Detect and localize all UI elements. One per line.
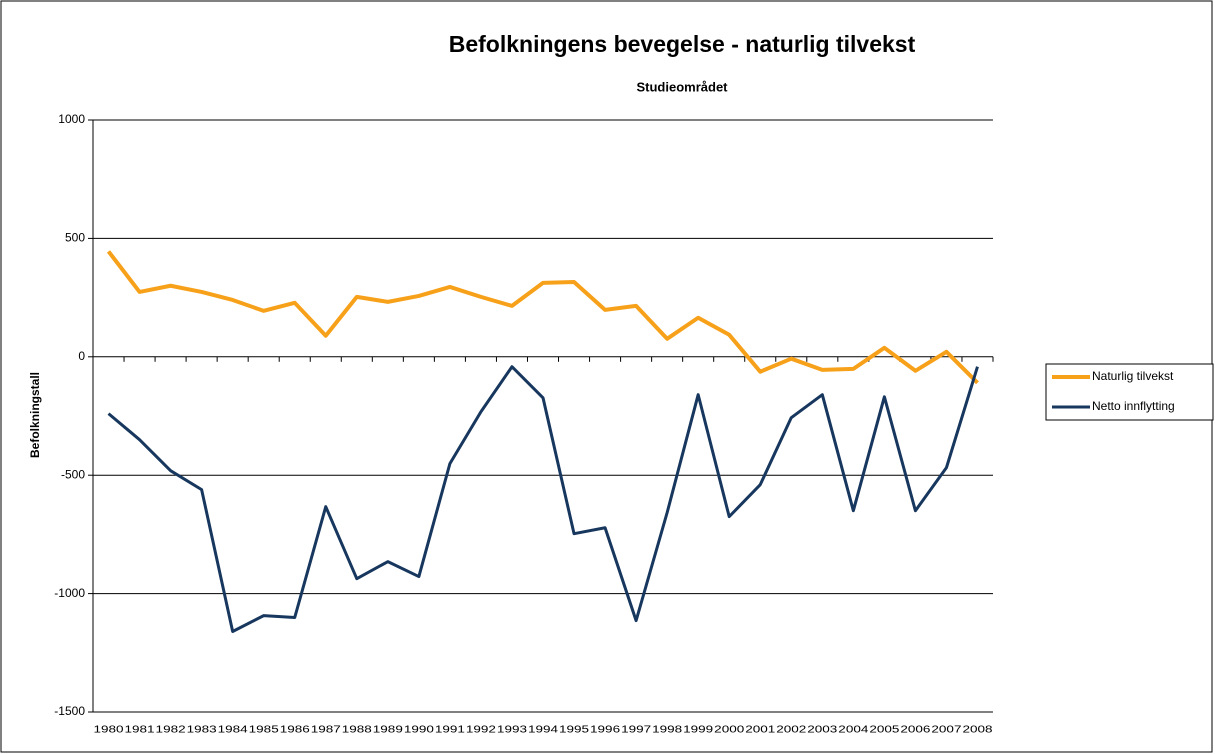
x-tick-label: 1983: [187, 725, 218, 736]
x-tick-label: 1997: [621, 725, 652, 736]
x-tick-label: 1999: [683, 725, 714, 736]
chart-title: Befolkningens bevegelse - naturlig tilve…: [449, 31, 916, 57]
x-tick-label: 1982: [156, 725, 187, 736]
y-axis-label: Befolkningstall: [28, 372, 42, 458]
x-tick-label: 1990: [404, 725, 435, 736]
x-tick-label: 2001: [745, 725, 776, 736]
x-tick-label: 1996: [590, 725, 621, 736]
x-tick-label: 2003: [807, 725, 838, 736]
data-line: [107, 365, 979, 633]
x-tick-label: 1998: [652, 725, 683, 736]
x-tick-label: 1993: [497, 725, 528, 736]
x-tick-label: 2008: [962, 725, 993, 736]
x-tick-label: 1981: [125, 725, 156, 736]
legend-label: Naturlig tilvekst: [1092, 369, 1174, 383]
x-tick-label: 2004: [838, 725, 869, 736]
x-tick-label: 1986: [280, 725, 311, 736]
x-tick-label: 1994: [528, 725, 559, 736]
data-line: [106, 250, 979, 385]
legend-label: Netto innflytting: [1092, 399, 1175, 413]
x-tick-label: 2000: [714, 725, 745, 736]
x-tick-label: 1985: [249, 725, 280, 736]
x-tick-label: 1984: [218, 725, 249, 736]
x-tick-label: 2002: [776, 725, 807, 736]
x-tick-label: 2005: [869, 725, 900, 736]
x-tick-label: 2006: [900, 725, 931, 736]
y-tick-label: -500: [61, 467, 85, 481]
x-tick-label: 1989: [373, 725, 404, 736]
x-tick-label: 2007: [931, 725, 962, 736]
x-tick-label: 1988: [342, 725, 373, 736]
x-tick-label: 1991: [435, 725, 466, 736]
y-tick-label: 0: [78, 349, 85, 363]
y-tick-label: 500: [65, 231, 85, 245]
y-tick-label: -1000: [54, 586, 85, 600]
x-tick-label: 1980: [94, 725, 125, 736]
y-tick-label: -1500: [54, 704, 85, 718]
x-tick-label: 1995: [559, 725, 590, 736]
chart-subtitle: Studieområdet: [636, 79, 728, 94]
x-tick-label: 1992: [466, 725, 497, 736]
x-tick-label: 1987: [311, 725, 342, 736]
legend-box: [1045, 363, 1214, 421]
y-tick-label: 1000: [58, 112, 85, 126]
